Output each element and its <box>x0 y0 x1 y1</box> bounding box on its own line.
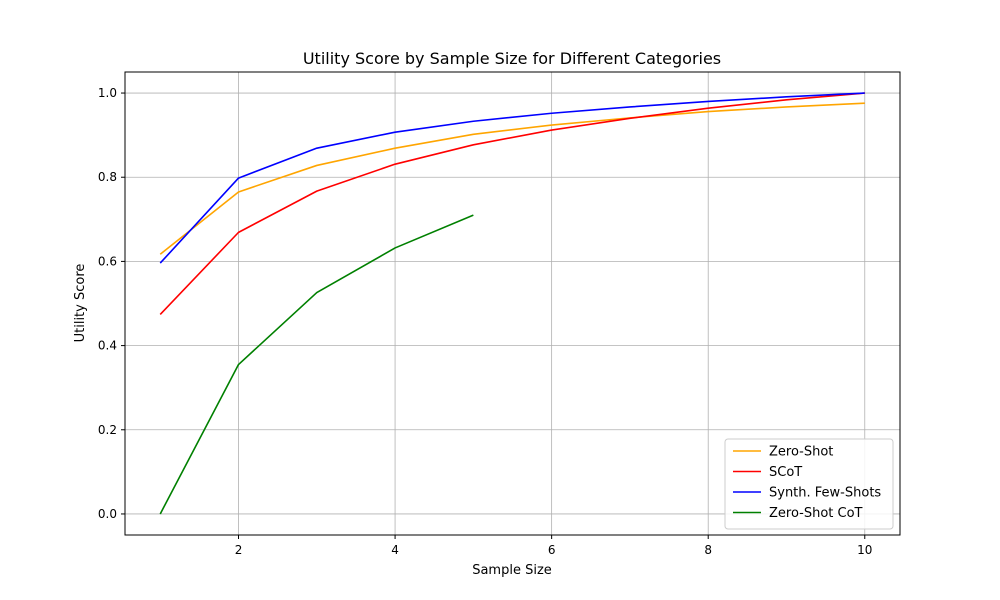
y-tick-label: 0.4 <box>98 339 117 353</box>
legend: Zero-Shot SCoT Synth. Few-Shots Zero-Shot C… <box>724 438 894 530</box>
x-axis-title: Sample Size <box>472 563 552 578</box>
series-line-synth-few-shots <box>159 92 865 264</box>
y-tick-label: 0.2 <box>98 423 117 437</box>
x-tick-label: 6 <box>548 543 556 557</box>
x-tick-label: 2 <box>235 543 243 557</box>
y-tick-label: 0.6 <box>98 254 117 268</box>
grid <box>125 72 900 535</box>
series-line-scot <box>159 92 865 315</box>
legend-label-zero-shot: Zero-Shot <box>769 445 833 460</box>
legend-box <box>724 438 894 530</box>
legend-label-synth-few-shots: Synth. Few-Shots <box>769 486 881 501</box>
x-tick-label: 10 <box>857 543 872 557</box>
plot-frame <box>124 71 901 536</box>
series-line-zero-shot-cot <box>159 214 474 515</box>
axis-ticks: 2 4 6 8 10 0.0 0.2 0.4 0.6 0.8 1.0 <box>98 86 873 557</box>
y-tick-label: 0.8 <box>98 170 117 184</box>
x-tick-label: 8 <box>704 543 712 557</box>
series-line-zero-shot <box>159 102 865 255</box>
legend-label-scot: SCoT <box>769 465 802 480</box>
x-tick-label: 4 <box>391 543 399 557</box>
legend-label-zero-shot-cot: Zero-Shot CoT <box>769 506 863 521</box>
y-axis-title: Utility Score <box>73 264 88 343</box>
series-lines <box>159 92 865 515</box>
y-tick-label: 1.0 <box>98 86 117 100</box>
y-tick-label: 0.0 <box>98 507 117 521</box>
chart-title: Utility Score by Sample Size for Differe… <box>303 49 721 68</box>
